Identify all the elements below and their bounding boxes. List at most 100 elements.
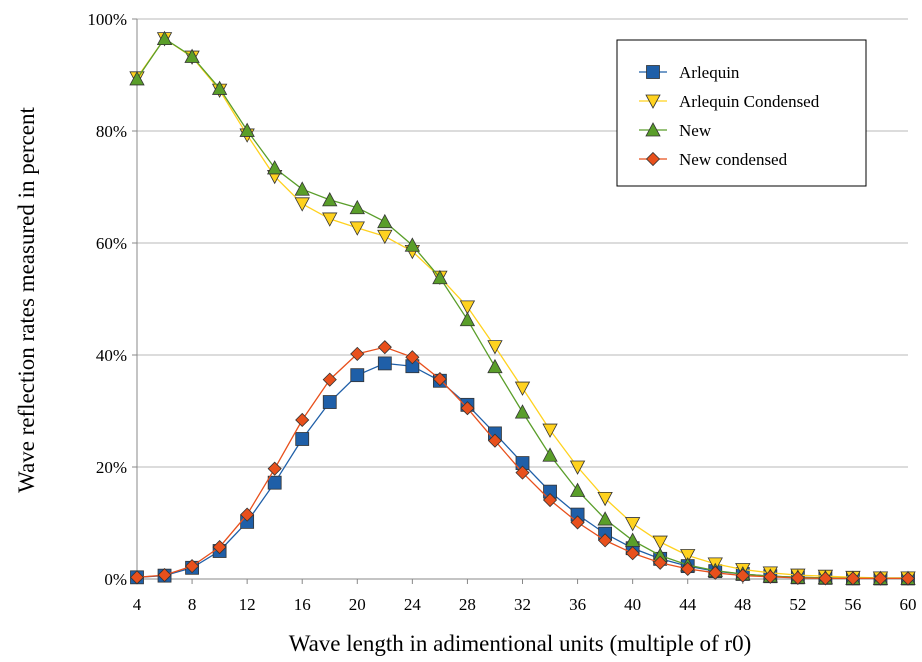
data-point	[267, 461, 282, 476]
data-point	[459, 300, 476, 315]
data-point	[624, 532, 641, 547]
data-point	[377, 340, 392, 355]
x-tick-label: 28	[459, 595, 476, 614]
data-point	[598, 533, 613, 548]
legend: Arlequin Arlequin Condensed New New condens…	[616, 39, 867, 187]
x-tick-label: 4	[133, 595, 142, 614]
data-point	[432, 269, 448, 285]
legend-box	[616, 39, 867, 187]
y-tick-label: 60%	[96, 234, 127, 253]
data-point	[459, 311, 476, 327]
x-tick-label: 44	[679, 595, 697, 614]
legend-marker-1	[645, 94, 661, 109]
data-point	[240, 507, 255, 522]
data-point	[349, 221, 365, 236]
legend-label-0: Arlequin	[679, 63, 740, 82]
data-point	[542, 423, 558, 438]
y-tick-label: 40%	[96, 346, 127, 365]
data-point	[790, 570, 805, 585]
y-tick-labels: 0% 20% 40% 60% 80% 100%	[87, 10, 127, 589]
data-point	[294, 181, 310, 196]
series-group	[129, 30, 916, 586]
data-point	[156, 30, 173, 45]
legend-label-2: New	[679, 121, 712, 140]
data-point	[322, 372, 337, 387]
x-tick-label: 32	[514, 595, 531, 614]
data-point	[487, 433, 503, 448]
data-point	[349, 199, 365, 215]
data-point	[129, 570, 145, 585]
legend-label-3: New condensed	[679, 150, 788, 169]
x-tick-label: 36	[569, 595, 586, 614]
y-tick-label: 100%	[87, 10, 127, 29]
data-point	[377, 356, 392, 371]
data-point	[295, 432, 310, 446]
x-tick-label: 24	[404, 595, 422, 614]
series-3	[129, 340, 916, 586]
x-tick-label: 20	[349, 595, 366, 614]
x-tick-labels: 4 8 12 16 20 24 28 32 36 40 44 48 52 56 60	[133, 595, 917, 614]
data-point	[322, 212, 338, 227]
data-point	[294, 197, 310, 212]
legend-marker-3	[645, 151, 661, 167]
data-point	[625, 546, 640, 561]
data-point	[845, 571, 860, 586]
data-point	[432, 372, 447, 387]
data-point	[514, 381, 531, 396]
data-point	[873, 571, 888, 586]
data-point	[322, 395, 337, 409]
data-point	[597, 491, 613, 507]
data-point	[570, 515, 585, 530]
x-tick-label: 48	[734, 595, 751, 614]
data-point	[185, 559, 200, 574]
data-point	[377, 213, 393, 229]
data-point	[212, 540, 227, 555]
legend-label-1: Arlequin Condensed	[679, 92, 820, 111]
data-point	[569, 482, 586, 497]
data-point	[322, 192, 338, 207]
data-point	[542, 492, 558, 508]
data-point	[460, 401, 475, 416]
data-point	[184, 48, 200, 63]
data-point	[211, 80, 228, 95]
data-point	[569, 460, 586, 475]
x-tick-label: 16	[294, 595, 311, 614]
data-point	[542, 447, 558, 462]
data-point	[487, 340, 503, 355]
data-point	[267, 475, 282, 490]
data-point	[295, 412, 310, 428]
x-tick-label: 40	[624, 595, 641, 614]
data-point	[680, 549, 696, 564]
data-point	[597, 511, 613, 526]
data-point	[514, 404, 531, 419]
data-point	[267, 160, 283, 175]
data-point	[653, 555, 668, 570]
data-point	[735, 568, 750, 583]
data-point	[680, 561, 695, 576]
legend-marker-2	[645, 122, 661, 137]
y-tick-label: 0%	[104, 570, 127, 589]
legend-marker-0	[646, 65, 660, 79]
data-point	[763, 569, 778, 584]
y-axis-title: Wave reflection rates measured in percen…	[14, 107, 39, 493]
data-point	[129, 71, 145, 86]
data-point	[239, 122, 255, 137]
data-point	[708, 565, 723, 580]
x-tick-label: 8	[188, 595, 197, 614]
data-point	[487, 358, 503, 374]
x-axis-title: Wave length in adimentional units (multi…	[289, 631, 752, 656]
x-tick-label: 12	[239, 595, 256, 614]
data-point	[405, 350, 420, 365]
x-tick-label: 56	[844, 595, 861, 614]
data-point	[624, 517, 641, 532]
data-point	[404, 237, 421, 252]
data-point	[350, 368, 365, 383]
data-point	[515, 465, 530, 480]
data-point	[652, 535, 668, 550]
y-tick-label: 20%	[96, 458, 127, 477]
x-tick-label: 52	[789, 595, 806, 614]
data-point	[157, 568, 172, 583]
y-tick-label: 80%	[96, 122, 127, 141]
data-point	[350, 346, 365, 361]
